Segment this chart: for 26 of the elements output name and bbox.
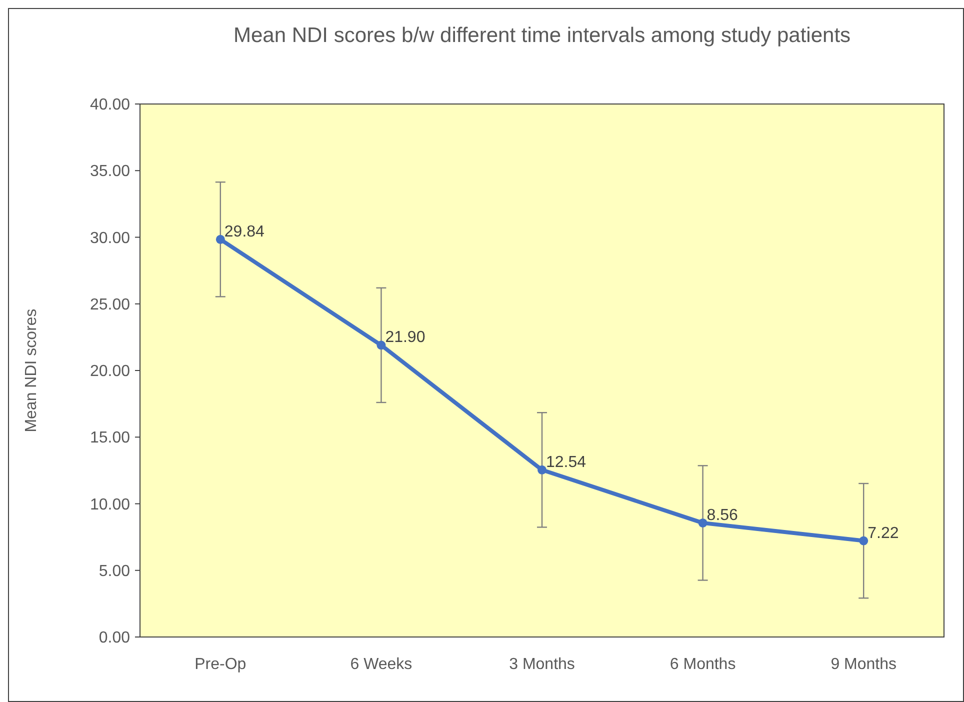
point [538, 465, 546, 474]
data-label: 7.22 [868, 524, 899, 542]
y-tick-label: 30.00 [90, 230, 130, 247]
x-tick-label: 6 Months [670, 656, 736, 673]
y-tick-label: 5.00 [98, 562, 130, 580]
y-tick-label: 0.00 [98, 630, 130, 647]
point [859, 536, 868, 546]
y-tick-label: 35.00 [90, 163, 130, 180]
data-label: 21.90 [385, 329, 426, 346]
x-tick-label: 9 Months [830, 656, 897, 673]
point [698, 518, 708, 528]
x-tick-label: 6 Weeks [350, 656, 412, 673]
x-tick-label: 3 Months [509, 656, 575, 673]
chart-title: Mean NDI scores b/w different time intervals among study patients [233, 24, 851, 47]
y-tick-label: 25.00 [90, 296, 130, 314]
data-label: 8.56 [706, 506, 738, 524]
y-tick-label: 15.00 [90, 430, 130, 447]
x-tick-label: Pre-Op [194, 656, 246, 673]
point [216, 234, 225, 244]
y-tick-label: 20.00 [90, 363, 130, 380]
point [376, 340, 386, 350]
y-tick-label: 40.00 [90, 96, 130, 114]
data-label: 12.54 [546, 454, 586, 471]
y-axis-title: Mean NDI scores [23, 308, 40, 432]
data-label: 29.84 [224, 223, 265, 240]
y-tick-label: 10.00 [90, 496, 130, 514]
